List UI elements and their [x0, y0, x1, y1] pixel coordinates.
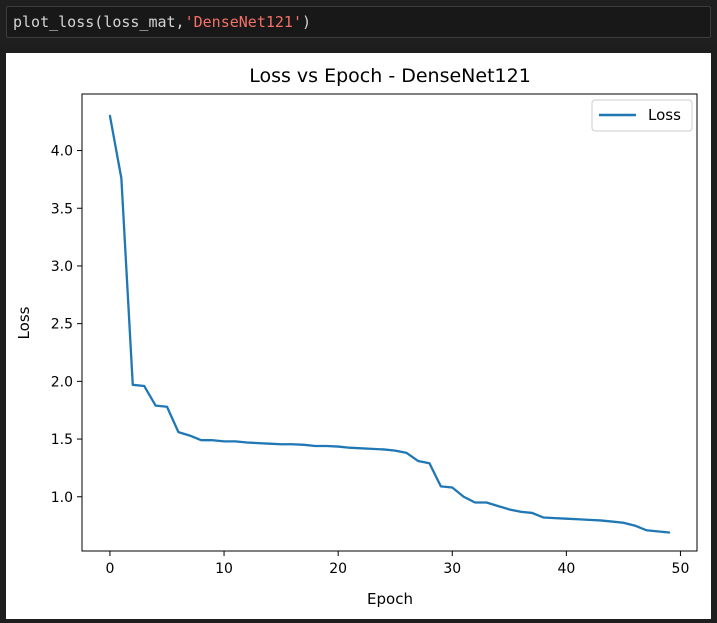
- y-axis-label: Loss: [15, 306, 33, 339]
- x-ticks: 0 10 20 30 40 50: [105, 551, 689, 577]
- y-ticks: 1.0 1.5 2.0 2.5 3.0 3.5 4.0: [51, 144, 82, 506]
- x-tick-label: 30: [443, 561, 461, 577]
- y-tick-label: 2.5: [51, 317, 73, 333]
- code-close-paren: ): [302, 13, 312, 31]
- y-tick-label: 1.5: [51, 432, 73, 448]
- x-tick-label: 10: [215, 561, 233, 577]
- cell-output: Loss vs Epoch - DenseNet121 0 10 20 30 40 50 …: [6, 53, 711, 619]
- series-layer: [108, 114, 671, 534]
- y-tick-label: 4.0: [51, 144, 73, 160]
- x-tick-label: 20: [329, 561, 347, 577]
- code-string-arg: 'DenseNet121': [184, 13, 302, 31]
- chart-title: Loss vs Epoch - DenseNet121: [249, 65, 531, 87]
- y-tick-label: 2.0: [51, 374, 73, 390]
- loss-chart: Loss vs Epoch - DenseNet121 0 10 20 30 40 50 …: [15, 65, 698, 608]
- y-tick-label: 1.0: [51, 490, 73, 506]
- y-tick-label: 3.5: [51, 201, 73, 217]
- code-call: plot_loss(loss_mat,: [13, 13, 185, 31]
- axes: 0 10 20 30 40 50 1.0 1.5 2.0 2.5 3.0 3.5 4.0: [51, 93, 698, 577]
- x-tick-label: 0: [105, 561, 114, 577]
- x-axis-label: Epoch: [367, 590, 413, 608]
- x-tick-label: 50: [672, 561, 690, 577]
- y-tick-label: 3.0: [51, 259, 73, 275]
- code-cell[interactable]: plot_loss(loss_mat,'DenseNet121'): [0, 0, 717, 44]
- x-tick-label: 40: [557, 561, 575, 577]
- code-editor[interactable]: plot_loss(loss_mat,'DenseNet121'): [6, 6, 711, 38]
- loss-series-line: [108, 114, 671, 534]
- legend-box: [591, 99, 693, 132]
- legend: Loss: [591, 99, 693, 132]
- legend-label: Loss: [648, 106, 681, 124]
- plot-frame: [81, 93, 698, 552]
